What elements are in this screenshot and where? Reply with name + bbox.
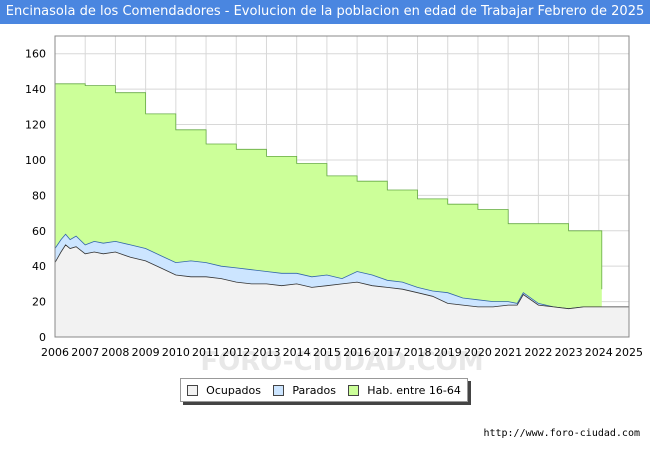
legend-swatch-ocupados <box>187 384 199 396</box>
plot-frame <box>54 35 630 338</box>
line-parados <box>54 233 629 310</box>
x-tick-label: 2015 <box>313 346 341 359</box>
x-tick-label: 2022 <box>524 346 552 359</box>
y-tick-label: 60 <box>32 225 46 238</box>
x-tick-label: 2013 <box>252 346 280 359</box>
x-tick-label: 2024 <box>585 346 613 359</box>
legend-swatch-parados <box>273 384 285 396</box>
line-ocupados <box>54 244 629 310</box>
x-tick-label: 2009 <box>132 346 160 359</box>
y-tick-label: 120 <box>25 119 46 132</box>
legend-swatch-hab <box>348 384 360 396</box>
x-tick-label: 2011 <box>192 346 220 359</box>
x-tick-label: 2020 <box>464 346 492 359</box>
x-tick-label: 2016 <box>343 346 371 359</box>
y-tick-label: 0 <box>39 331 46 344</box>
x-tick-label: 2023 <box>555 346 583 359</box>
x-tick-label: 2012 <box>222 346 250 359</box>
x-tick-label: 2018 <box>404 346 432 359</box>
x-tick-label: 2007 <box>71 346 99 359</box>
y-tick-label: 80 <box>32 189 46 202</box>
x-tick-label: 2019 <box>434 346 462 359</box>
y-tick-label: 40 <box>32 260 46 273</box>
y-tick-label: 140 <box>25 83 46 96</box>
x-tick-label: 2010 <box>162 346 190 359</box>
legend-label-hab: Hab. entre 16-64 <box>367 383 461 397</box>
legend-label-ocupados: Ocupados <box>206 383 262 397</box>
x-tick-label: 2014 <box>283 346 311 359</box>
line-hab-entre-16-64 <box>55 83 603 290</box>
x-tick-label: 2025 <box>615 346 643 359</box>
chart-title: Encinasola de los Comendadores - Evoluci… <box>0 0 650 24</box>
x-tick-label: 2021 <box>494 346 522 359</box>
legend-item-parados: Parados <box>273 384 336 397</box>
x-tick-label: 2017 <box>373 346 401 359</box>
y-tick-label: 100 <box>25 154 46 167</box>
watermark: FORO-CIUDAD.COM <box>200 347 483 377</box>
source-link[interactable]: http://www.foro-ciudad.com <box>483 428 640 439</box>
y-tick-label: 20 <box>32 296 46 309</box>
legend-label-parados: Parados <box>292 383 336 397</box>
legend-item-hab: Hab. entre 16-64 <box>348 384 461 397</box>
legend: Ocupados Parados Hab. entre 16-64 <box>180 378 468 402</box>
series-layer <box>54 83 629 337</box>
x-tick-label: 2006 <box>41 346 69 359</box>
x-tick-label: 2008 <box>101 346 129 359</box>
y-tick-label: 160 <box>25 48 46 61</box>
area-ocupados <box>55 244 629 337</box>
legend-item-ocupados: Ocupados <box>187 384 261 397</box>
